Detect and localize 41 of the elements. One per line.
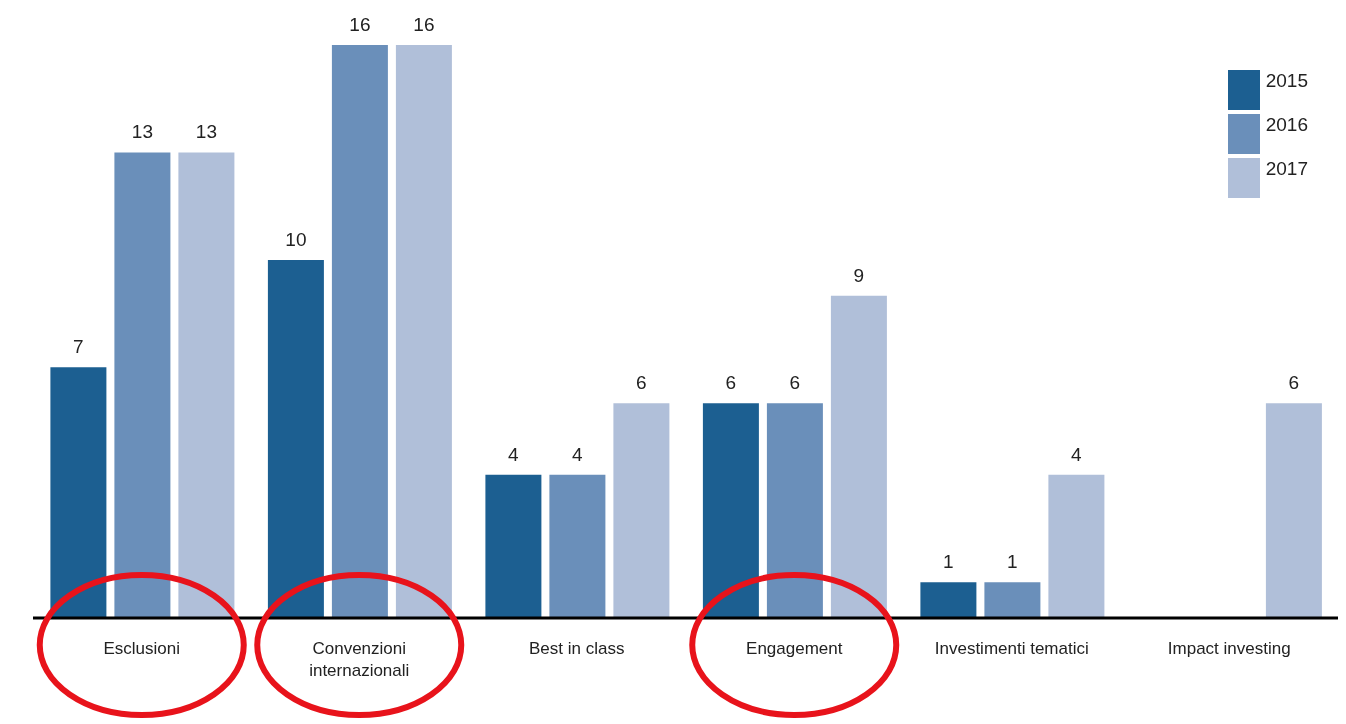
data-label: 9 xyxy=(853,264,865,286)
bar xyxy=(114,152,171,618)
data-label: 13 xyxy=(131,121,153,143)
x-tick-label: Convenzioni internazionali xyxy=(309,639,410,680)
legend-label: 2017 xyxy=(1265,158,1308,180)
bar xyxy=(1265,403,1322,618)
data-label: 6 xyxy=(1288,372,1300,394)
data-label: 1 xyxy=(943,551,954,573)
bar xyxy=(178,152,235,618)
bar xyxy=(1048,474,1105,618)
x-tick-label: Esclusioni xyxy=(103,639,181,658)
x-tick-label: Impact investing xyxy=(1167,639,1291,658)
bar xyxy=(613,403,670,618)
bar xyxy=(549,474,606,618)
data-label: 4 xyxy=(572,443,584,465)
data-label: 4 xyxy=(508,443,520,465)
bar xyxy=(485,474,542,618)
data-label: 16 xyxy=(349,14,371,35)
data-label: 1 xyxy=(1007,551,1018,573)
data-label: 6 xyxy=(636,372,647,394)
data-label: 6 xyxy=(725,372,737,394)
bar xyxy=(331,45,388,618)
bar xyxy=(50,367,107,618)
bar xyxy=(395,45,452,618)
data-label: 7 xyxy=(73,336,84,358)
data-label: 4 xyxy=(1071,443,1083,465)
bar xyxy=(267,259,324,618)
legend-label: 2015 xyxy=(1265,70,1308,92)
bar xyxy=(766,403,823,618)
data-label: 16 xyxy=(413,14,435,35)
bar xyxy=(920,582,977,618)
x-tick-label: Engagement xyxy=(746,639,843,658)
bar xyxy=(984,582,1041,618)
legend-label: 2016 xyxy=(1265,114,1308,136)
bar xyxy=(702,403,759,618)
data-label: 13 xyxy=(195,121,217,143)
bar xyxy=(830,295,887,618)
data-label: 10 xyxy=(285,228,307,250)
x-tick-label: Investimenti tematici xyxy=(934,639,1089,658)
x-tick-label: Best in class xyxy=(529,639,625,658)
data-label: 6 xyxy=(789,372,801,394)
